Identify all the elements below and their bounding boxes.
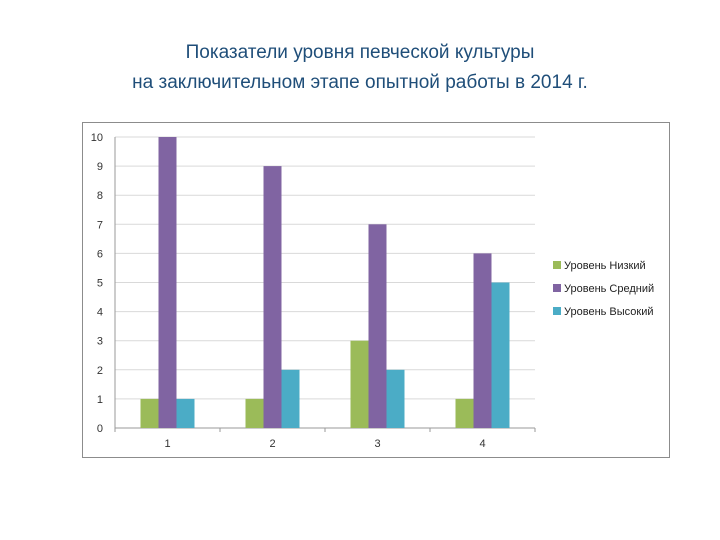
y-tick-label: 8: [97, 190, 103, 202]
x-tick-label: 4: [479, 438, 485, 450]
bar-1-1: [140, 398, 159, 428]
bar-3-4: [491, 282, 510, 428]
y-tick-label: 3: [97, 336, 103, 348]
legend-swatch-2: [553, 284, 561, 292]
bar-2-1: [158, 137, 177, 428]
y-tick-label: 6: [97, 248, 103, 260]
x-tick-label: 1: [164, 438, 170, 450]
y-tick-label: 7: [97, 219, 103, 231]
bar-2-3: [368, 224, 387, 428]
legend-label-3: Уровень Высокий: [564, 306, 654, 318]
bar-2-4: [473, 253, 492, 428]
y-tick-label: 1: [97, 394, 103, 406]
y-tick-label: 0: [97, 423, 103, 435]
x-tick-label: 3: [374, 438, 380, 450]
chart-title-line-2: на заключительном этапе опытной работы в…: [132, 72, 588, 93]
bar-2-2: [263, 166, 282, 428]
grid-layer: [114, 136, 535, 429]
y-tick-label: 2: [97, 365, 103, 377]
bar-3-2: [281, 369, 300, 428]
bar-3-3: [386, 369, 405, 428]
y-tick-label: 4: [97, 307, 103, 319]
y-tick-labels: 0 1 2 3 4 5 6 7 8 9 10: [91, 132, 103, 435]
legend-label-2: Уровень Средний: [564, 283, 654, 295]
x-tick-label: 2: [269, 438, 275, 450]
legend-label-1: Уровень Низкий: [564, 260, 646, 272]
bar-3-1: [176, 398, 195, 428]
legend-swatch-3: [553, 307, 561, 315]
bar-1-4: [455, 398, 474, 428]
y-tick-label: 10: [91, 132, 103, 144]
bars: [140, 137, 510, 428]
legend: Уровень Низкий Уровень Средний Уровень Выс…: [553, 260, 654, 318]
chart-title-line-1: Показатели уровня певческой культуры: [185, 42, 535, 63]
y-tick-label: 5: [97, 278, 103, 290]
bar-1-2: [245, 398, 264, 428]
x-tick-labels: 1 2 3 4: [114, 428, 536, 450]
legend-swatch-1: [553, 261, 561, 269]
y-tick-label: 9: [97, 161, 103, 173]
bar-1-3: [350, 340, 369, 428]
